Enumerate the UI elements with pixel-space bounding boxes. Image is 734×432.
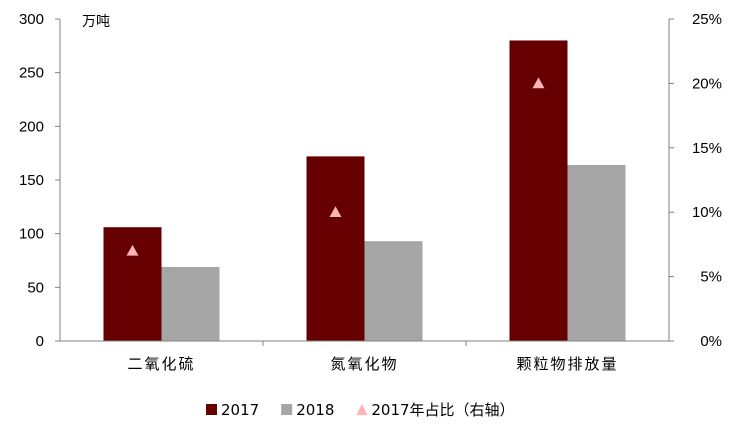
left-axis: 0 50 100 150 200 250 300 [19, 11, 60, 350]
share-triangle-marker [126, 244, 139, 256]
bar-2017 [306, 156, 365, 341]
legend-swatch [206, 404, 217, 415]
right-tick-label: 15% [692, 140, 722, 157]
right-tick-label: 5% [700, 269, 722, 286]
legend-triangle-swatch [356, 404, 368, 415]
legend-label: 2017 [221, 401, 259, 419]
left-tick-label: 150 [19, 172, 44, 189]
left-tick-label: 250 [19, 65, 44, 82]
bar-2017 [509, 40, 568, 341]
axis-lines [59, 19, 670, 342]
bar-2018 [161, 266, 220, 341]
category-label: 二氧化硫 [127, 355, 195, 373]
left-tick-label: 100 [19, 226, 44, 243]
left-tick-label: 300 [19, 11, 44, 28]
right-tick-label: 10% [692, 204, 722, 221]
left-tick-label: 0 [36, 333, 44, 350]
right-axis: 0% 5% 10% 15% 20% 25% [669, 11, 722, 350]
right-tick-label: 0% [700, 333, 722, 350]
bar-2017 [103, 227, 162, 341]
category-label: 颗粒物排放量 [516, 355, 618, 373]
right-tick-label: 25% [692, 11, 722, 28]
left-tick-label: 200 [19, 118, 44, 135]
y-unit-label: 万吨 [82, 14, 110, 30]
category-label: 氮氧化物 [330, 355, 398, 373]
legend-swatch [281, 404, 293, 415]
bar-2018 [364, 241, 423, 341]
left-tick-label: 50 [27, 279, 44, 296]
category-axis: 二氧化硫 氮氧化物 颗粒物排放量 [127, 341, 618, 373]
marker-series [126, 77, 545, 256]
bar-series [103, 40, 626, 341]
share-triangle-marker [532, 77, 545, 89]
legend-label: 2018 [296, 401, 334, 419]
bar-2018 [567, 164, 626, 341]
share-triangle-marker [329, 206, 342, 217]
legend-label: 2017年占比（右轴） [371, 401, 514, 419]
legend: 2017 2018 2017年占比（右轴） [206, 401, 515, 419]
right-tick-label: 20% [692, 75, 722, 92]
